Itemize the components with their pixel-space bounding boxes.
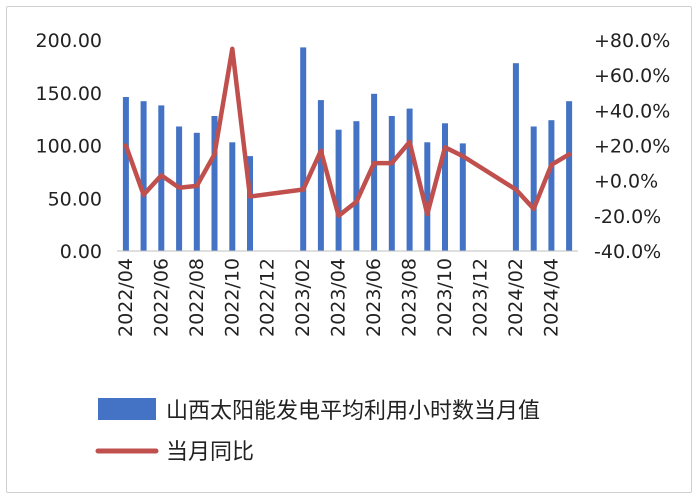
x-tick-label: 2022/10 [221, 258, 243, 337]
left-tick-label: 100.00 [36, 136, 102, 158]
x-tick-label: 2022/12 [257, 258, 279, 337]
legend: 山西太阳能发电平均利用小时数当月值 当月同比 [95, 398, 540, 465]
x-tick-label: 2023/10 [434, 258, 456, 337]
right-tick-label: -20.0% [594, 206, 661, 228]
x-tick-label: 2024/02 [505, 258, 527, 337]
bar-2023/02 [300, 47, 307, 252]
legend-label-bar: 山西太阳能发电平均利用小时数当月值 [166, 399, 540, 424]
left-tick-label: 150.00 [36, 83, 102, 105]
x-tick-label: 2023/04 [328, 258, 350, 337]
x-tick-label: 2023/02 [292, 258, 314, 337]
x-tick-label: 2022/08 [186, 258, 208, 337]
bar-2022/09 [211, 116, 218, 251]
legend-label-line: 当月同比 [166, 440, 254, 465]
bar-2023/07 [388, 116, 395, 251]
x-tick-label: 2024/04 [540, 258, 562, 337]
right-tick-label: +40.0% [594, 100, 670, 122]
bar-2022/04 [122, 97, 129, 251]
legend-swatch-bar [98, 398, 156, 420]
x-tick-label: 2023/12 [470, 258, 492, 337]
bar-2023/04 [335, 129, 342, 251]
right-axis: -40.0% -20.0% +0.0% +20.0% +40.0% +60.0% +80.0… [594, 30, 670, 263]
bar-2023/10 [442, 123, 448, 251]
x-tick-label: 2022/06 [150, 258, 172, 337]
left-tick-label: 50.00 [48, 188, 102, 210]
bar-2022/11 [247, 156, 253, 251]
left-axis: 0.00 50.00 100.00 150.00 200.00 [36, 30, 102, 263]
bar-2023/06 [371, 93, 378, 251]
x-tick-label: 2023/06 [363, 258, 385, 337]
right-tick-label: +0.0% [594, 171, 658, 193]
bar-2024/03 [530, 126, 537, 251]
bar-2023/09 [424, 142, 431, 251]
x-axis: 2022/04 2022/06 2022/08 2022/10 2022/12 2023/… [115, 258, 563, 337]
x-tick-label: 2023/08 [399, 258, 421, 337]
left-tick-label: 0.00 [60, 241, 102, 263]
bar-2022/10 [229, 142, 236, 251]
left-tick-label: 200.00 [36, 30, 102, 52]
bar-2022/08 [193, 132, 200, 251]
bar-series-hours [122, 47, 573, 252]
right-tick-label: +80.0% [594, 30, 670, 52]
bar-2023/11 [459, 143, 466, 251]
bar-2024/05 [566, 101, 573, 251]
bar-2023/03 [317, 100, 324, 251]
right-tick-label: +60.0% [594, 65, 670, 87]
x-tick-label: 2022/04 [115, 258, 137, 337]
right-tick-label: -40.0% [594, 241, 661, 263]
bar-2024/04 [548, 120, 555, 251]
bar-2023/05 [353, 121, 360, 251]
bar-2022/05 [140, 101, 147, 251]
bar-2023/08 [406, 108, 413, 251]
line-series-yoy [123, 46, 572, 219]
right-tick-label: +20.0% [594, 136, 670, 158]
bar-2024/02 [512, 63, 519, 252]
line-path-yoy [123, 46, 572, 219]
